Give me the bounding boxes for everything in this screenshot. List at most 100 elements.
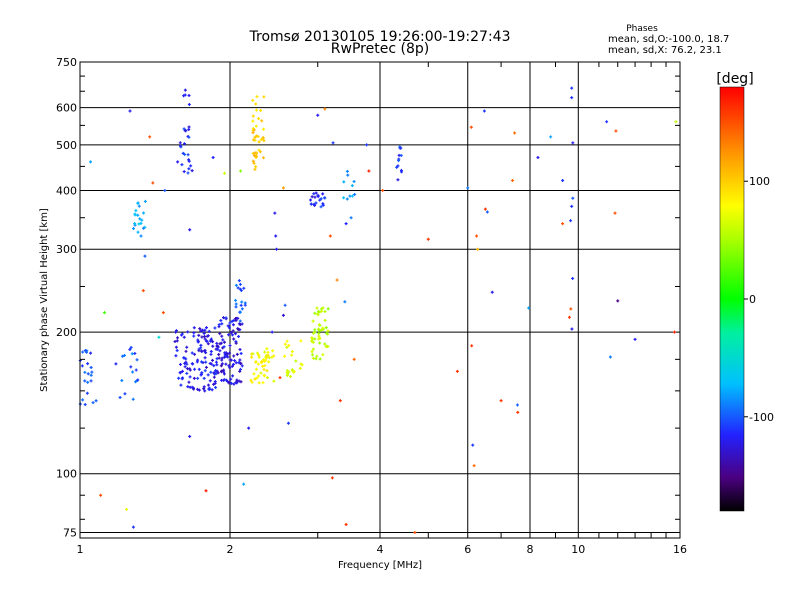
data-point xyxy=(326,332,330,336)
data-point xyxy=(233,332,237,336)
data-point xyxy=(265,376,269,380)
data-point xyxy=(220,334,224,338)
data-point xyxy=(262,368,266,372)
data-point xyxy=(185,345,189,349)
data-point xyxy=(226,324,230,328)
phases-legend-o-mode: mean, sd,O:-100.0, 18.7 xyxy=(608,34,729,45)
data-point xyxy=(226,352,230,356)
data-point xyxy=(395,165,399,169)
data-point xyxy=(251,352,255,356)
data-point xyxy=(133,351,137,355)
data-point xyxy=(472,464,476,468)
data-point xyxy=(318,310,322,314)
data-point xyxy=(114,362,118,366)
data-point xyxy=(614,129,618,133)
data-point xyxy=(187,135,191,139)
data-point xyxy=(342,180,346,184)
data-point xyxy=(123,353,127,357)
data-point xyxy=(323,318,327,322)
data-point xyxy=(265,369,269,373)
data-point xyxy=(240,364,244,368)
data-point xyxy=(237,379,241,383)
data-point xyxy=(278,376,282,380)
data-point xyxy=(251,159,255,163)
data-point xyxy=(229,381,233,385)
data-point xyxy=(255,108,259,112)
data-point xyxy=(201,328,205,332)
data-point xyxy=(130,352,134,356)
data-point xyxy=(273,211,277,215)
data-point xyxy=(250,380,254,384)
data-point xyxy=(292,369,296,373)
data-point xyxy=(513,131,517,135)
data-point xyxy=(266,351,270,355)
data-point xyxy=(177,376,181,380)
data-point xyxy=(215,363,219,367)
y-tick-labels: 75 100 200 300 400 500 600 750 xyxy=(56,56,77,539)
data-point xyxy=(89,373,93,377)
data-point xyxy=(310,195,314,199)
data-point xyxy=(240,307,244,311)
data-point xyxy=(236,328,240,332)
data-point xyxy=(228,366,232,370)
y-tick-label: 100 xyxy=(56,468,77,481)
data-point xyxy=(179,383,183,387)
data-point xyxy=(217,323,221,327)
data-point xyxy=(260,119,264,123)
data-point xyxy=(227,364,231,368)
data-point xyxy=(90,370,94,374)
data-point xyxy=(335,278,339,282)
data-point xyxy=(263,350,267,354)
data-point xyxy=(234,283,238,287)
data-point xyxy=(254,134,258,138)
y-tick-label: 600 xyxy=(56,102,77,115)
chart-title: Tromsø 20130105 19:26:00-19:27:43 xyxy=(249,29,511,45)
data-point xyxy=(283,303,287,307)
data-point xyxy=(285,370,289,374)
data-point xyxy=(272,379,276,383)
data-point xyxy=(204,360,208,364)
data-point xyxy=(220,369,224,373)
data-point xyxy=(213,326,217,330)
data-point xyxy=(204,365,208,369)
data-point xyxy=(131,525,135,529)
data-point xyxy=(466,186,470,190)
data-point xyxy=(290,368,294,372)
data-point xyxy=(285,339,289,343)
data-point xyxy=(259,109,263,113)
data-point xyxy=(197,349,201,353)
data-point xyxy=(212,375,216,379)
data-point xyxy=(192,326,196,330)
data-point xyxy=(219,319,223,323)
data-point xyxy=(319,205,323,209)
data-point xyxy=(192,387,196,391)
data-point xyxy=(240,322,244,326)
data-point xyxy=(211,340,215,344)
data-point xyxy=(673,330,677,334)
data-point xyxy=(314,191,318,195)
data-point xyxy=(571,276,575,280)
data-point xyxy=(285,373,289,377)
data-point xyxy=(134,368,138,372)
data-point xyxy=(222,340,226,344)
data-point xyxy=(397,153,401,157)
plot-frame xyxy=(79,61,681,539)
data-point xyxy=(206,383,210,387)
data-point xyxy=(310,336,314,340)
data-point xyxy=(215,344,219,348)
data-point xyxy=(238,367,242,371)
data-point xyxy=(180,369,184,373)
data-point xyxy=(239,380,243,384)
data-point xyxy=(215,341,219,345)
data-point xyxy=(188,434,192,438)
data-point xyxy=(200,335,204,339)
data-point xyxy=(352,357,356,361)
data-point xyxy=(143,254,147,258)
data-point xyxy=(616,299,620,303)
data-point xyxy=(242,286,246,290)
data-point xyxy=(196,376,200,380)
data-point xyxy=(267,356,271,360)
data-point xyxy=(252,128,256,132)
data-point xyxy=(237,322,241,326)
data-point xyxy=(223,354,227,358)
